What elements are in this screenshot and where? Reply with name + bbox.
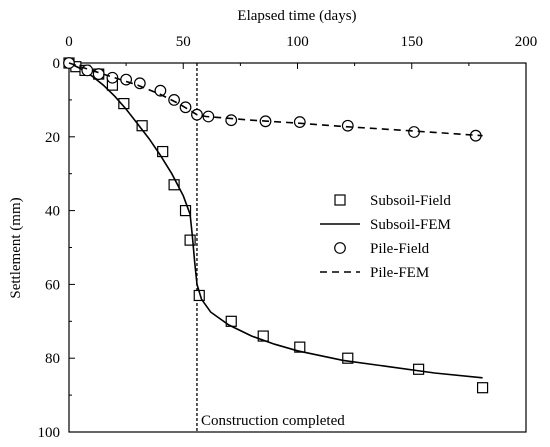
y-tick-label: 0: [53, 56, 61, 72]
axes: 0 50 100 150 200 0 20 40 60 80 100: [38, 34, 538, 441]
legend-entry: Pile-Field: [334, 241, 430, 257]
series-line-subsoil-fem: [68, 62, 483, 379]
construction-completed-label: Construction completed: [201, 413, 345, 429]
data-point-subsoil-field: [257, 330, 269, 342]
legend-entry: Pile-FEM: [320, 265, 429, 281]
legend-entry: Subsoil-FEM: [320, 217, 451, 233]
legend-label: Subsoil-FEM: [370, 217, 451, 233]
data-point-pile-field: [81, 64, 94, 77]
legend-swatch-square: [334, 194, 346, 206]
y-tick-label: 20: [45, 130, 60, 146]
data-point-pile-field: [92, 68, 105, 80]
y-axis-title: Settlement (mm): [8, 197, 24, 298]
data-point-subsoil-field: [118, 97, 130, 110]
data-point-pile-field: [106, 71, 119, 84]
x-tick-label: 50: [176, 34, 191, 50]
x-tick-label: 150: [401, 34, 424, 50]
y-tick-label: 80: [45, 351, 60, 367]
data-point-pile-field: [341, 119, 354, 132]
x-tick-label: 200: [515, 34, 538, 50]
x-tick-label: 0: [65, 34, 73, 50]
y-tick-label: 40: [45, 204, 60, 220]
data-point-pile-field: [154, 84, 167, 97]
legend-swatch-circle: [334, 242, 346, 254]
data-point-pile-field: [133, 77, 146, 90]
data-point-subsoil-field: [413, 363, 425, 375]
plot-area: [63, 57, 489, 432]
legend-label: Subsoil-Field: [370, 193, 451, 209]
data-point-subsoil-field: [342, 352, 354, 364]
series-line-pile-fem: [68, 62, 483, 137]
data-point-subsoil-field: [157, 145, 169, 158]
data-point-subsoil-field: [294, 341, 306, 353]
data-point-subsoil-field: [184, 234, 196, 246]
x-axis-title: Elapsed time (days): [237, 8, 356, 24]
y-tick-label: 60: [45, 277, 60, 293]
data-point-pile-field: [225, 114, 238, 127]
data-point-subsoil-field: [476, 382, 489, 394]
legend-label: Pile-Field: [370, 241, 430, 257]
legend-label: Pile-FEM: [370, 265, 429, 281]
legend: Subsoil-Field Subsoil-FEM Pile-Field Pile-F…: [320, 193, 451, 281]
x-tick-label: 100: [286, 34, 309, 50]
data-point-pile-field: [293, 116, 306, 128]
legend-entry: Subsoil-Field: [334, 193, 451, 209]
y-tick-label: 100: [38, 425, 61, 441]
data-point-subsoil-field: [179, 205, 192, 217]
